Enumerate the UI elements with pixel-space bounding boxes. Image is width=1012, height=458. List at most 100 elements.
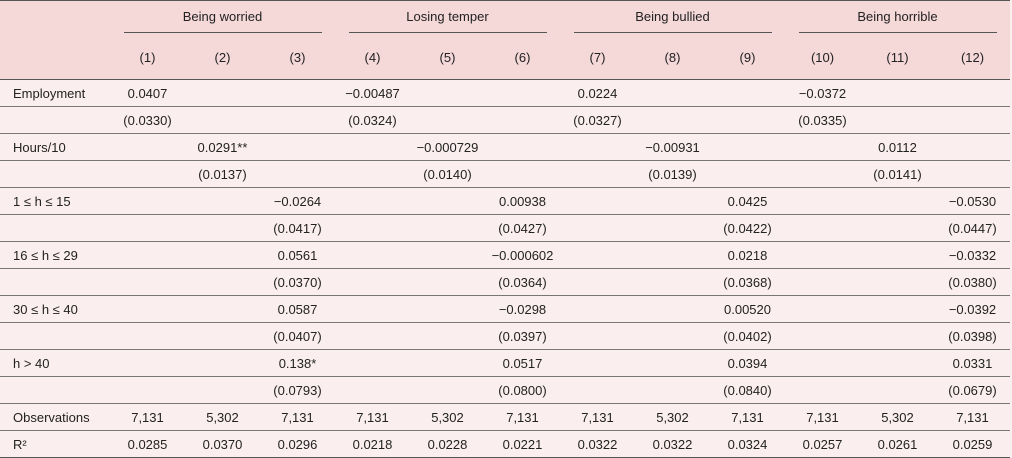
- table-cell: (0.0141): [860, 160, 935, 188]
- table-row: (0.0137) (0.0140) (0.0139) (0.0141): [0, 160, 1010, 188]
- table-cell: [785, 241, 860, 269]
- table-cell: −0.0530: [935, 187, 1010, 215]
- table-cell: [485, 133, 560, 161]
- table-row: (0.0407) (0.0397) (0.0402) (0.0398): [0, 322, 1010, 350]
- group-cell: Being worried: [110, 1, 335, 36]
- table-cell: [785, 187, 860, 215]
- table-cell: 7,131: [110, 403, 185, 431]
- table-cell: [785, 214, 860, 242]
- table-cell: 0.0370: [202, 436, 243, 452]
- table-row: Hours/10 0.0291** −0.000729 −0.00931 0.0112: [0, 133, 1010, 161]
- table-cell: [860, 349, 935, 377]
- column-header: (3): [289, 49, 306, 65]
- table-cell: 0.0261: [877, 436, 918, 452]
- column-header: (5): [439, 49, 456, 65]
- table-cell: [635, 241, 710, 269]
- table-cell: (0.0335): [785, 106, 860, 134]
- table-cell: [710, 106, 785, 134]
- table-cell: [410, 376, 485, 404]
- table-cell: [110, 376, 185, 404]
- table-cell: [635, 187, 710, 215]
- table-cell: (0.0370): [260, 268, 335, 296]
- table-cell: 0.0517: [485, 349, 560, 377]
- table-cell: 0.0407: [110, 79, 185, 107]
- table-row: 16 ≤ h ≤ 29 0.0561 −0.000602 0.0218 −0.0332: [0, 241, 1010, 269]
- table-body: Employment 0.0407 −0.00487 0.0224 −0.0372 (0.…: [0, 79, 1010, 458]
- table-cell: (0.0140): [410, 160, 485, 188]
- table-cell: [410, 214, 485, 242]
- table-cell: [935, 79, 1010, 107]
- table-cell: (0.0368): [710, 268, 785, 296]
- table-cell: (0.0324): [335, 106, 410, 134]
- table-cell: [485, 160, 560, 188]
- table-cell: 5,302: [635, 403, 710, 431]
- table-cell: 5,302: [860, 403, 935, 431]
- row-label: Hours/10: [0, 133, 110, 161]
- table-cell: [785, 268, 860, 296]
- corner: [0, 1, 110, 36]
- table-cell: (0.0364): [485, 268, 560, 296]
- table-cell: (0.0330): [110, 106, 185, 134]
- table-cell: 7,131: [485, 403, 560, 431]
- table-cell: 7,131: [935, 403, 1010, 431]
- row-label: R²: [13, 436, 27, 452]
- table-cell: [560, 322, 635, 350]
- table-cell: [485, 106, 560, 134]
- group-cell: Losing temper: [335, 1, 560, 36]
- table-cell: −0.000729: [410, 133, 485, 161]
- table-cell: −0.0264: [260, 187, 335, 215]
- table-cell: [185, 187, 260, 215]
- column-row: (1) (2) (3) (4) (5) (6) (7) (8) (9) (10) (11) (12): [0, 35, 1010, 80]
- table-cell: [335, 349, 410, 377]
- corner: [0, 35, 110, 80]
- table-row: (0.0793) (0.0800) (0.0840) (0.0679): [0, 376, 1010, 404]
- column-header: (1): [139, 49, 156, 65]
- table-cell: (0.0800): [485, 376, 560, 404]
- table-cell: [785, 160, 860, 188]
- table-cell: [860, 214, 935, 242]
- table-cell: [410, 187, 485, 215]
- row-label: h > 40: [0, 349, 110, 377]
- table-cell: (0.0422): [710, 214, 785, 242]
- table-cell: [785, 349, 860, 377]
- table-cell: 7,131: [335, 403, 410, 431]
- table-row: (0.0370) (0.0364) (0.0368) (0.0380): [0, 268, 1010, 296]
- table-cell: [560, 268, 635, 296]
- table-cell: (0.0402): [710, 322, 785, 350]
- group-header: Losing temper: [348, 9, 547, 33]
- table-cell: [185, 295, 260, 323]
- table-cell: [860, 268, 935, 296]
- table-cell: 0.00938: [485, 187, 560, 215]
- table-cell: 0.0394: [710, 349, 785, 377]
- table-cell: 0.0561: [260, 241, 335, 269]
- group-header: Being horrible: [798, 9, 997, 33]
- column-header: (10): [810, 49, 835, 65]
- table-cell: [935, 160, 1010, 188]
- table-row: 30 ≤ h ≤ 40 0.0587 −0.0298 0.00520 −0.0392: [0, 295, 1010, 323]
- group-header: Being worried: [123, 9, 322, 33]
- table-cell: 0.0257: [802, 436, 843, 452]
- table-cell: [110, 241, 185, 269]
- table-cell: 7,131: [710, 403, 785, 431]
- table-row: Employment 0.0407 −0.00487 0.0224 −0.0372: [0, 79, 1010, 107]
- row-label: [0, 106, 110, 134]
- table-cell: [110, 349, 185, 377]
- table-cell: [860, 376, 935, 404]
- row-label: [0, 322, 110, 350]
- table-cell: [410, 79, 485, 107]
- table-cell: [860, 106, 935, 134]
- table-cell: [560, 160, 635, 188]
- table-cell: [260, 106, 335, 134]
- table-cell: 5,302: [185, 403, 260, 431]
- table-cell: (0.0840): [710, 376, 785, 404]
- table-cell: [635, 214, 710, 242]
- table-row: (0.0417) (0.0427) (0.0422) (0.0447): [0, 214, 1010, 242]
- table-row: R² 0.0285 0.0370 0.0296 0.0218 0.0228 0.0221 0.…: [0, 431, 1010, 458]
- table-cell: [560, 349, 635, 377]
- table-cell: 0.0224: [560, 79, 635, 107]
- table-cell: [935, 133, 1010, 161]
- table-cell: [710, 79, 785, 107]
- table-header: Being worried Losing temper Being bullied B…: [0, 0, 1010, 80]
- table-cell: [410, 268, 485, 296]
- table-cell: [110, 214, 185, 242]
